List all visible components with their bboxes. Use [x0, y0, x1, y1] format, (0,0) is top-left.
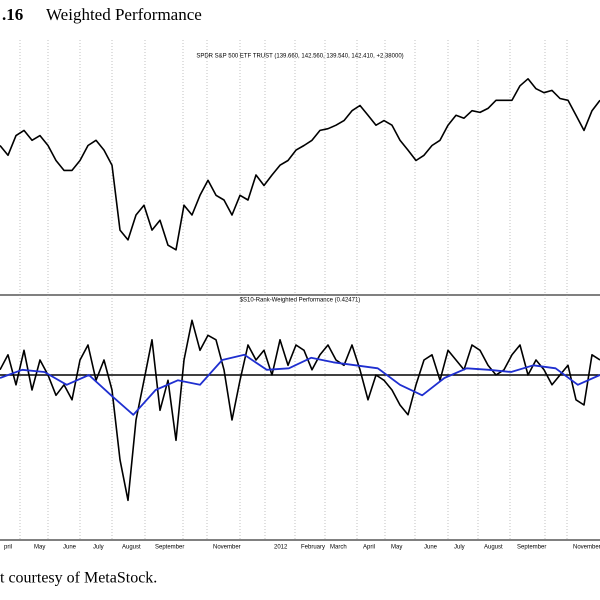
figure-number: .16 — [2, 5, 23, 24]
moving-average-line — [0, 353, 600, 416]
x-tick-label: pril — [4, 545, 12, 551]
x-tick-label: September — [517, 545, 546, 551]
x-tick-label: August — [484, 545, 503, 551]
x-tick-label: 2012 — [274, 545, 288, 551]
x-tick-label: May — [391, 545, 402, 551]
x-tick-label: August — [122, 545, 141, 551]
x-tick-label: May — [34, 545, 45, 551]
data-line — [0, 78, 600, 251]
x-tick-label: June — [63, 545, 77, 551]
x-tick-label: July — [93, 545, 104, 551]
panel-title: SPDR S&P 500 ETF TRUST (139.660, 142.560… — [196, 54, 403, 60]
data-line — [0, 319, 600, 502]
x-tick-label: March — [330, 545, 347, 551]
x-tick-label: June — [424, 545, 438, 551]
x-tick-label: November — [213, 545, 241, 551]
x-tick-label: September — [155, 545, 184, 551]
x-tick-label: February — [301, 545, 325, 551]
x-tick-label: November — [573, 545, 600, 551]
x-tick-label: April — [363, 545, 375, 551]
panel-title: $S10-Rank-Weighted Performance (0.42471) — [240, 298, 361, 304]
figure-title: Weighted Performance — [46, 5, 202, 24]
caption: t courtesy of MetaStock. — [0, 570, 157, 587]
x-tick-label: July — [454, 545, 465, 551]
